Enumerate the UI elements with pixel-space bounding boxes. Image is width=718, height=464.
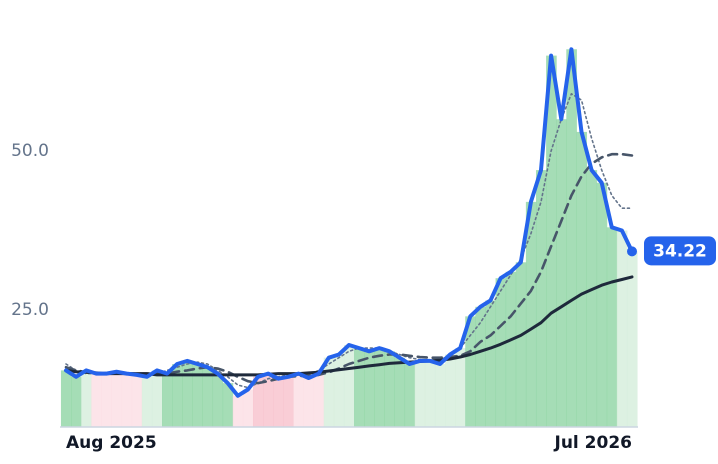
bar (71, 376, 82, 427)
bar (606, 227, 618, 427)
bar (131, 374, 143, 427)
bar (333, 354, 345, 427)
bar (505, 271, 517, 427)
price-line (64, 47, 634, 398)
bar (273, 378, 284, 427)
y-tick-label: 50.0 (11, 141, 49, 161)
bar (404, 364, 416, 427)
bar (546, 55, 557, 428)
y-tick-label: 25.0 (11, 300, 49, 320)
bar (586, 170, 598, 428)
bar (202, 367, 214, 427)
x-tick-label: Aug 2025 (66, 433, 157, 453)
bar (162, 373, 173, 427)
bar (323, 357, 335, 427)
bar (445, 354, 456, 427)
bar (222, 383, 234, 427)
bar (374, 348, 385, 427)
bar (485, 300, 497, 427)
bar (121, 373, 133, 427)
bar (172, 364, 183, 427)
bar (252, 376, 264, 427)
bar (576, 131, 588, 428)
bar (525, 201, 537, 427)
bar (242, 389, 254, 427)
bar (111, 371, 123, 427)
bar (394, 357, 406, 427)
bar (364, 351, 375, 427)
bar (515, 262, 527, 427)
bar (596, 182, 608, 427)
bar (626, 251, 638, 427)
bar (535, 170, 547, 428)
bar (556, 119, 567, 428)
last-value-label: 34.22 (653, 241, 707, 261)
bar (354, 348, 365, 427)
x-tick-label: Jul 2026 (554, 433, 633, 453)
bar (182, 360, 193, 427)
bar (91, 373, 102, 427)
last-point (627, 246, 637, 257)
bar (424, 360, 436, 427)
bar (455, 348, 466, 427)
bar (495, 278, 507, 427)
bar (475, 306, 486, 427)
bar (263, 373, 274, 427)
bar (313, 373, 325, 427)
bar (81, 370, 92, 427)
bar (343, 344, 355, 427)
bar (303, 378, 315, 427)
bar (232, 395, 244, 427)
bar (212, 373, 224, 427)
bar (293, 373, 305, 427)
long-ma-line (64, 275, 634, 377)
bar (414, 360, 426, 427)
bar (384, 351, 395, 427)
bar (465, 316, 476, 427)
bar (566, 49, 577, 428)
bar (434, 364, 446, 427)
bar (192, 364, 203, 427)
bar (283, 376, 294, 427)
last-value-badge (644, 236, 716, 266)
bar (151, 370, 163, 427)
bar (141, 376, 153, 427)
bar (60, 370, 72, 427)
bar (101, 373, 112, 427)
bar (616, 230, 628, 427)
